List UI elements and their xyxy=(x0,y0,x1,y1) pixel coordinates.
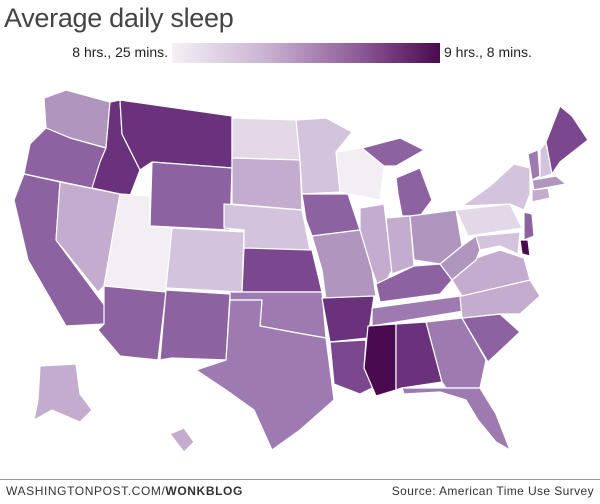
state-ms[interactable] xyxy=(363,323,397,397)
state-sd[interactable] xyxy=(231,157,303,211)
state-pa[interactable] xyxy=(455,203,523,237)
state-nm[interactable] xyxy=(159,289,231,361)
state-ks[interactable] xyxy=(241,247,323,293)
state-nj[interactable] xyxy=(523,211,535,241)
legend-gradient-bar xyxy=(172,43,440,63)
state-ar[interactable] xyxy=(321,295,375,343)
state-co[interactable] xyxy=(165,227,245,293)
credit-prefix: WASHINGTONPOST.COM/ xyxy=(6,484,166,498)
legend-min-label: 8 hrs., 25 mins. xyxy=(72,44,168,60)
state-md[interactable] xyxy=(475,231,521,255)
state-mt[interactable] xyxy=(119,99,233,171)
state-ny[interactable] xyxy=(461,163,531,211)
state-de[interactable] xyxy=(519,239,531,257)
state-mi-up[interactable] xyxy=(361,137,425,167)
credit-brand: WONKBLOG xyxy=(165,484,243,498)
state-fl[interactable] xyxy=(401,387,511,451)
state-ma[interactable] xyxy=(531,175,567,191)
state-ak[interactable] xyxy=(33,363,93,423)
legend-max-label: 9 hrs., 8 mins. xyxy=(444,44,532,60)
state-tx[interactable] xyxy=(195,299,335,451)
state-hi[interactable] xyxy=(169,427,195,453)
site-credit: WASHINGTONPOST.COM/WONKBLOG xyxy=(6,484,243,498)
state-ct[interactable] xyxy=(531,187,551,203)
us-choropleth-map xyxy=(13,89,589,453)
color-legend: 8 hrs., 25 mins. 9 hrs., 8 mins. xyxy=(0,43,600,65)
state-wy[interactable] xyxy=(149,161,233,231)
state-az[interactable] xyxy=(97,285,167,361)
state-ia[interactable] xyxy=(301,193,361,237)
state-nd[interactable] xyxy=(231,117,301,161)
state-mi[interactable] xyxy=(395,167,433,217)
footer-divider xyxy=(0,479,600,480)
state-me[interactable] xyxy=(545,105,589,175)
source-note: Source: American Time Use Survey xyxy=(391,484,594,498)
map-title: Average daily sleep xyxy=(4,3,234,33)
